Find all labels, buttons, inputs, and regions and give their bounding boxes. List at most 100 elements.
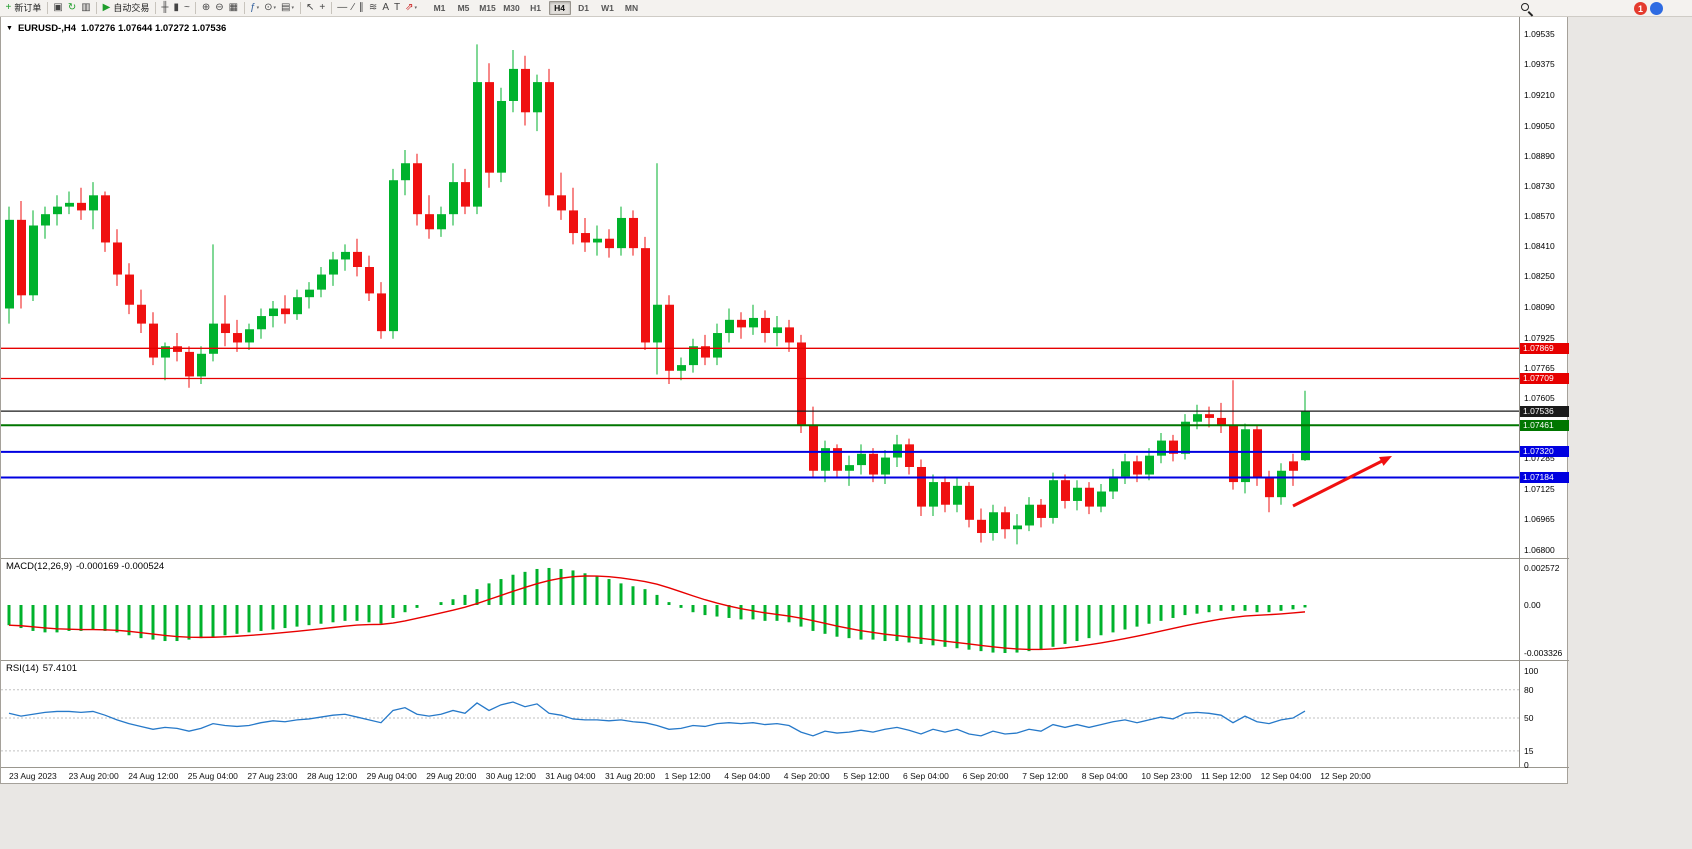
time-label: 31 Aug 04:00	[545, 771, 596, 781]
zoom-out-button[interactable]: ⊖	[213, 1, 226, 16]
price-tick: 1.08410	[1524, 241, 1555, 252]
timeframe-w1-button[interactable]: W1	[601, 3, 614, 13]
candle-body	[569, 210, 578, 234]
candle-body	[233, 333, 242, 343]
timeframe-mn-button[interactable]: MN	[624, 3, 639, 13]
timeframe-m15-button[interactable]: M15	[479, 3, 496, 13]
candle-body	[1253, 429, 1262, 479]
candle-body	[653, 304, 662, 343]
price-level-badge: 1.07709	[1520, 373, 1569, 384]
periods-button[interactable]: ⊙ ▾	[262, 1, 279, 16]
app-badge-icon[interactable]	[1650, 2, 1663, 15]
candle-body	[1061, 480, 1070, 501]
cursor-icon: ↖	[306, 2, 315, 13]
price-tick: 1.08730	[1524, 180, 1555, 191]
time-label: 23 Aug 20:00	[68, 771, 119, 781]
trend-arrow-annotation[interactable]	[1292, 456, 1392, 508]
candle-body	[593, 238, 602, 243]
charts-window-button[interactable]: ▣	[51, 1, 65, 16]
trendline-button[interactable]: ∕	[350, 1, 357, 16]
cursor-button[interactable]: ↖	[304, 1, 317, 16]
line-chart-button[interactable]: ~	[181, 1, 192, 16]
toolbar-separator	[243, 2, 245, 14]
indicators-icon: ƒ	[250, 2, 256, 13]
candle-body	[1073, 487, 1082, 501]
refresh-button[interactable]: ↻	[65, 1, 78, 16]
new-order-button[interactable]: + 新订单	[3, 1, 44, 16]
fibonacci-button[interactable]: ≋	[366, 1, 379, 16]
timeframe-h1-button[interactable]: H1	[530, 3, 541, 13]
candle-body	[485, 82, 494, 173]
candle-body	[1277, 470, 1286, 498]
candle-body	[1097, 491, 1106, 507]
price-tick: 1.08090	[1524, 301, 1555, 312]
profiles-button[interactable]: ▥	[79, 1, 93, 16]
crosshair-icon: +	[319, 2, 326, 13]
candle-body	[713, 333, 722, 358]
arrows-button[interactable]: ⇗ ▾	[403, 1, 420, 16]
bar-chart-button[interactable]: ╫	[159, 1, 171, 16]
candle-body	[809, 425, 818, 471]
macd-name: MACD(12,26,9)	[6, 561, 72, 572]
horizontal-line-button[interactable]: —	[335, 1, 350, 16]
channel-button[interactable]: ∥	[356, 1, 366, 16]
price-tick: 1.07765	[1524, 362, 1555, 373]
notification-badge[interactable]: 1	[1634, 2, 1647, 15]
zoom-in-button[interactable]: ⊕	[199, 1, 212, 16]
template-icon: ▤	[281, 2, 291, 13]
timeframe-h4-button[interactable]: H4	[548, 1, 571, 15]
candle-body	[1229, 425, 1238, 483]
price-tick: 1.07125	[1524, 483, 1555, 494]
candle-body	[869, 453, 878, 475]
timeframe-m1-button[interactable]: M1	[433, 3, 446, 13]
macd-axis-tick: 0.002572	[1524, 562, 1560, 573]
chart-window[interactable]: ▼ EURUSD-,H4 1.07276 1.07644 1.07272 1.0…	[0, 17, 1569, 784]
time-label: 6 Sep 20:00	[962, 771, 1009, 781]
time-label: 23 Aug 2023	[9, 771, 57, 781]
fibonacci-icon: ≋	[368, 2, 378, 13]
candle-body	[761, 317, 770, 334]
candle-body	[437, 214, 446, 230]
candle-body	[917, 466, 926, 507]
chart-window-icon: ▣	[53, 2, 63, 13]
autotrading-button[interactable]: ▶ 自动交易	[100, 1, 152, 16]
search-icon[interactable]	[1521, 3, 1534, 16]
collapse-triangle-icon[interactable]: ▼	[6, 25, 13, 32]
crosshair-button[interactable]: +	[317, 1, 328, 16]
templates-button[interactable]: ▤ ▾	[279, 1, 297, 16]
text-button[interactable]: A	[380, 1, 392, 16]
toolbar-separator	[195, 2, 197, 14]
rsi-label: RSI(14) 57.4101	[6, 663, 77, 674]
indicators-button[interactable]: ƒ ▾	[248, 1, 262, 16]
candle-body	[965, 485, 974, 520]
time-label: 12 Sep 04:00	[1260, 771, 1312, 781]
chart-canvas[interactable]	[1, 17, 1569, 784]
macd-axis-tick: -0.003326	[1524, 647, 1563, 658]
candle-body	[629, 217, 638, 249]
candle-body	[845, 465, 854, 471]
timeframe-d1-button[interactable]: D1	[578, 3, 589, 13]
label-button[interactable]: T	[391, 1, 402, 16]
zoom-out-icon: ⊖	[215, 2, 224, 13]
timeframe-m5-button[interactable]: M5	[457, 3, 470, 13]
candle-body	[53, 206, 62, 215]
candle-body	[605, 238, 614, 249]
new-order-label: 新订单	[14, 2, 42, 13]
dropdown-caret-icon: ▾	[291, 4, 295, 11]
candle-body	[245, 329, 254, 343]
candle-body	[89, 195, 98, 211]
toolbar-left: + 新订单 ▣ ↻ ▥ ▶ 自动交易 ╫ ▮ ~ ⊕ ⊖ ▦ ƒ ▾ ⊙ ▾ ▤ ▾ ↖ + — ∕ ∥ ≋ A T ⇗ ▾	[3, 1, 420, 16]
timeframe-m30-button[interactable]: M30	[503, 3, 520, 13]
price-tick: 1.06965	[1524, 513, 1555, 524]
rsi-value: 57.4101	[42, 663, 78, 674]
tile-windows-button[interactable]: ▦	[226, 1, 240, 16]
time-label: 25 Aug 04:00	[187, 771, 238, 781]
candle-body	[125, 274, 134, 305]
text-icon: A	[382, 2, 389, 13]
candle-body	[641, 248, 650, 343]
candlestick-chart-button[interactable]: ▮	[171, 1, 182, 16]
candle-body	[185, 351, 194, 377]
candle-body	[113, 242, 122, 275]
chart-title: ▼ EURUSD-,H4 1.07276 1.07644 1.07272 1.0…	[6, 23, 226, 34]
candle-body	[929, 482, 938, 507]
